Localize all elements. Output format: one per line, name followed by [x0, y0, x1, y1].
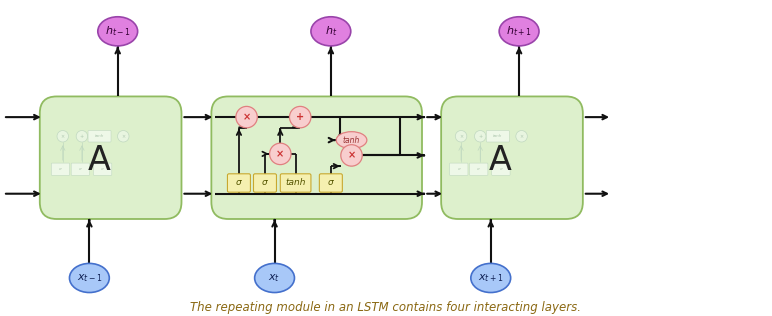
- Circle shape: [455, 131, 467, 142]
- Circle shape: [516, 131, 527, 142]
- Text: ×: ×: [276, 149, 284, 159]
- FancyBboxPatch shape: [469, 163, 488, 175]
- Ellipse shape: [471, 264, 510, 293]
- Circle shape: [475, 131, 486, 142]
- Text: σ: σ: [101, 167, 104, 171]
- Circle shape: [290, 106, 311, 128]
- Text: +: +: [80, 134, 84, 139]
- Text: $x_t$: $x_t$: [269, 272, 281, 284]
- Text: σ: σ: [262, 179, 268, 187]
- Circle shape: [269, 143, 291, 165]
- FancyBboxPatch shape: [228, 174, 250, 192]
- Text: $h_{t+1}$: $h_{t+1}$: [506, 24, 532, 38]
- FancyBboxPatch shape: [253, 174, 276, 192]
- Text: $h_t$: $h_t$: [325, 24, 337, 38]
- Circle shape: [340, 145, 362, 166]
- Text: ×: ×: [459, 134, 463, 139]
- FancyBboxPatch shape: [40, 96, 181, 219]
- FancyBboxPatch shape: [492, 163, 510, 175]
- FancyBboxPatch shape: [280, 174, 311, 192]
- Text: σ: σ: [328, 179, 334, 187]
- Text: $x_{t-1}$: $x_{t-1}$: [76, 272, 102, 284]
- Text: tanh: tanh: [286, 179, 306, 187]
- FancyBboxPatch shape: [320, 174, 342, 192]
- Text: σ: σ: [236, 179, 242, 187]
- Circle shape: [236, 106, 257, 128]
- FancyBboxPatch shape: [449, 163, 468, 175]
- Circle shape: [57, 131, 69, 142]
- FancyBboxPatch shape: [441, 96, 583, 219]
- Text: σ: σ: [499, 167, 503, 171]
- Text: σ: σ: [59, 167, 62, 171]
- Text: tanh: tanh: [493, 134, 503, 138]
- Ellipse shape: [69, 264, 110, 293]
- Text: σ: σ: [477, 167, 480, 171]
- Text: ×: ×: [61, 134, 65, 139]
- FancyBboxPatch shape: [71, 163, 90, 175]
- Text: σ: σ: [79, 167, 82, 171]
- Ellipse shape: [499, 17, 539, 46]
- Text: +: +: [296, 112, 304, 122]
- Text: A: A: [489, 144, 512, 177]
- Text: tanh: tanh: [343, 136, 361, 145]
- Text: ×: ×: [121, 134, 125, 139]
- Text: ×: ×: [347, 150, 356, 161]
- FancyBboxPatch shape: [93, 163, 112, 175]
- Ellipse shape: [255, 264, 294, 293]
- Ellipse shape: [311, 17, 350, 46]
- Text: The repeating module in an LSTM contains four interacting layers.: The repeating module in an LSTM contains…: [191, 301, 581, 313]
- Text: σ: σ: [458, 167, 460, 171]
- FancyBboxPatch shape: [88, 131, 111, 142]
- FancyBboxPatch shape: [212, 96, 422, 219]
- Circle shape: [76, 131, 88, 142]
- Text: A: A: [88, 144, 110, 177]
- Ellipse shape: [98, 17, 137, 46]
- Ellipse shape: [337, 132, 367, 149]
- FancyBboxPatch shape: [51, 163, 69, 175]
- Circle shape: [117, 131, 129, 142]
- Text: $x_{t+1}$: $x_{t+1}$: [478, 272, 503, 284]
- Text: tanh: tanh: [95, 134, 104, 138]
- FancyBboxPatch shape: [486, 131, 510, 142]
- Text: +: +: [478, 134, 482, 139]
- Text: ×: ×: [520, 134, 523, 139]
- Text: $h_{t-1}$: $h_{t-1}$: [105, 24, 130, 38]
- Text: ×: ×: [242, 112, 251, 122]
